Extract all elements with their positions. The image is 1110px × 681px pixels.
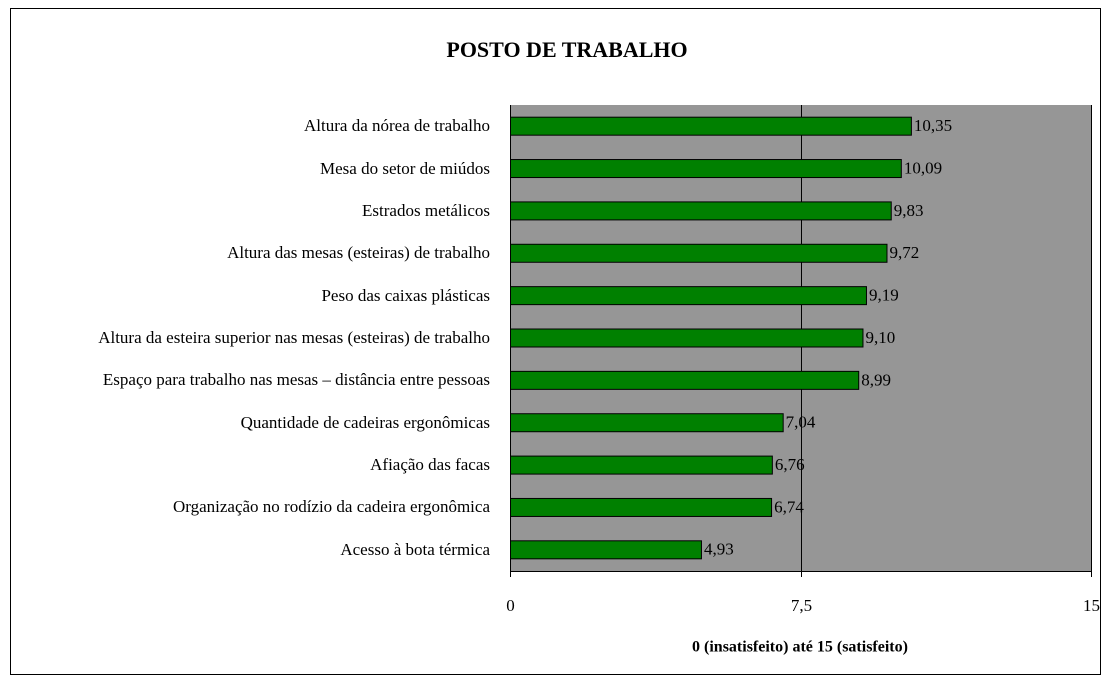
y-tick-label: Organização no rodízio da cadeira ergonô… (172, 497, 490, 517)
y-tick-label: Peso das caixas plásticas (321, 285, 490, 305)
value-label: 10,35 (914, 116, 952, 135)
chart-title: POSTO DE TRABALHO (446, 37, 687, 62)
value-label: 6,76 (775, 455, 805, 474)
category-label-box: Estrados metálicos (362, 191, 490, 231)
y-tick-label: Mesa do setor de miúdos (320, 158, 490, 178)
value-label: 10,09 (904, 158, 942, 177)
x-tick-label: 0 (506, 596, 515, 615)
y-tick-label: Quantidade de cadeiras ergonômicas (240, 412, 490, 432)
value-label: 4,93 (704, 540, 734, 559)
bar (510, 540, 702, 560)
bar (510, 243, 888, 263)
bar (510, 286, 867, 306)
value-label: 7,04 (786, 413, 816, 432)
y-tick-label: Estrados metálicos (362, 200, 490, 220)
category-label-box: Espaço para trabalho nas mesas – distânc… (103, 360, 490, 400)
chart-frame (10, 8, 1101, 675)
y-tick-label: Altura da esteira superior nas mesas (es… (98, 328, 490, 347)
y-tick-label: Altura das mesas (esteiras) de trabalho (227, 243, 490, 263)
category-label-box: Acesso à bota térmica (340, 530, 490, 570)
bar (510, 159, 902, 179)
value-label: 6,74 (774, 497, 804, 516)
category-label-box: Quantidade de cadeiras ergonômicas (241, 403, 490, 443)
category-label-box: Altura das mesas (esteiras) de trabalho (227, 233, 490, 273)
bar (510, 328, 864, 348)
y-tick-label: Altura da nórea de trabalho (304, 116, 490, 136)
category-label-box: Altura da nórea de trabalho (304, 106, 490, 146)
y-tick-label: Espaço para trabalho nas mesas – distânc… (102, 370, 490, 390)
category-label-box: Mesa do setor de miúdos (320, 149, 490, 189)
value-label: 8,99 (861, 370, 891, 389)
bar (510, 413, 784, 433)
x-axis-title: 0 (insatisfeito) até 15 (satisfeito) (692, 639, 908, 656)
bar (510, 370, 860, 390)
bar (510, 116, 912, 136)
value-label: 9,83 (894, 201, 924, 220)
category-label-box: Altura da esteira superior nas mesas (es… (98, 318, 490, 358)
value-label: 9,19 (869, 286, 899, 305)
category-label-box: Peso das caixas plásticas (321, 276, 490, 316)
x-tick-label: 7,5 (791, 596, 812, 615)
bar (510, 201, 892, 221)
value-label: 9,10 (865, 328, 895, 347)
bar (510, 455, 773, 475)
x-tick-label: 15 (1083, 596, 1100, 615)
y-tick-label: Afiação das facas (370, 455, 490, 475)
category-label-box: Organização no rodízio da cadeira ergonô… (173, 487, 490, 527)
category-label-box: Afiação das facas (370, 445, 490, 485)
bar (510, 497, 773, 517)
value-label: 9,72 (889, 243, 919, 262)
y-tick-label: Acesso à bota térmica (340, 539, 490, 559)
